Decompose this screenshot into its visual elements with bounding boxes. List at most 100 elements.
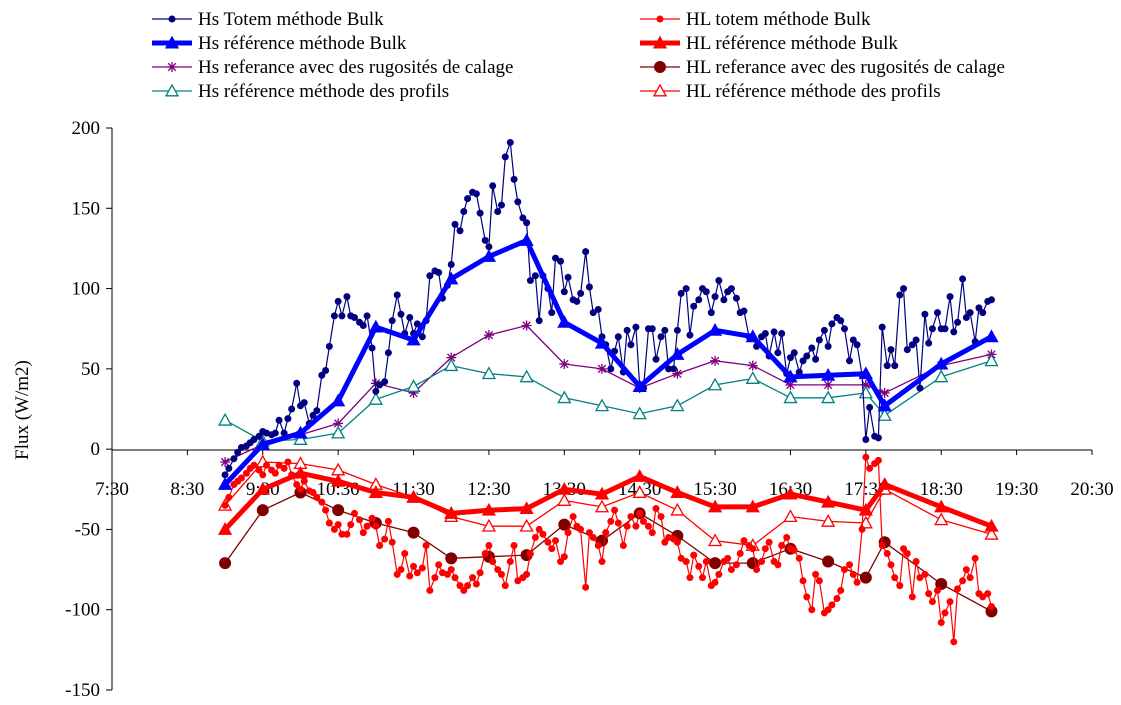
legend-item: HL référence méthode Bulk	[640, 33, 898, 54]
data-point	[937, 619, 945, 627]
legend-label: HL totem méthode Bulk	[686, 9, 871, 30]
data-point	[418, 564, 426, 572]
data-point	[614, 519, 622, 527]
data-point	[786, 354, 794, 362]
data-point	[849, 570, 857, 578]
data-point	[464, 195, 472, 203]
data-point	[168, 15, 176, 23]
data-point	[485, 243, 493, 251]
data-point	[824, 606, 832, 614]
data-point	[602, 529, 610, 537]
data-point	[451, 574, 459, 582]
data-point	[896, 582, 904, 590]
data-point	[230, 455, 238, 463]
data-point	[531, 533, 539, 541]
data-point	[460, 586, 468, 594]
data-point	[481, 502, 497, 516]
data-point	[259, 471, 267, 479]
data-point	[330, 525, 338, 533]
data-point	[469, 574, 477, 582]
data-point	[406, 313, 414, 321]
data-point	[443, 570, 451, 578]
data-point	[444, 358, 459, 372]
legend-item: Hs Totem méthode Bulk	[152, 9, 384, 30]
data-point	[824, 342, 832, 350]
data-point	[406, 332, 421, 346]
data-point	[803, 352, 811, 360]
data-point	[397, 566, 405, 574]
data-point	[464, 582, 472, 590]
data-point	[822, 555, 835, 568]
data-point	[552, 537, 560, 545]
data-point	[368, 392, 383, 405]
data-point	[564, 529, 572, 537]
data-point	[376, 381, 384, 389]
data-point	[632, 379, 647, 392]
data-point	[933, 586, 941, 594]
data-point	[934, 356, 949, 370]
data-point	[761, 330, 769, 338]
data-point	[900, 545, 908, 553]
data-point	[397, 310, 405, 318]
data-point	[481, 518, 497, 532]
data-point	[594, 486, 610, 500]
data-point	[820, 326, 828, 334]
y-tick-label: 50	[81, 359, 100, 380]
data-point	[954, 318, 962, 326]
data-point	[837, 317, 845, 325]
data-point	[557, 257, 565, 265]
data-point	[275, 461, 283, 469]
y-tick-label: -100	[65, 600, 100, 621]
data-point	[987, 603, 995, 611]
data-point	[858, 525, 866, 533]
data-point	[790, 546, 798, 554]
data-point	[447, 260, 455, 268]
data-point	[808, 344, 816, 352]
data-point	[732, 561, 740, 569]
x-tick-label: 19:30	[995, 479, 1038, 500]
legend: Hs Totem méthode Bulk Hs référence méthod…	[152, 9, 1005, 102]
data-point	[891, 362, 899, 370]
data-point	[494, 566, 502, 574]
data-point	[164, 83, 180, 97]
data-point	[514, 198, 522, 206]
data-point	[632, 522, 640, 530]
data-point	[481, 249, 497, 262]
data-point	[858, 385, 873, 399]
data-point	[711, 293, 719, 301]
data-point	[853, 341, 861, 349]
data-point	[388, 538, 396, 546]
data-point	[812, 570, 820, 578]
data-point	[263, 461, 271, 469]
data-point	[657, 513, 665, 521]
data-point	[456, 582, 464, 590]
data-point	[456, 227, 464, 235]
data-point	[585, 283, 593, 291]
data-point	[860, 379, 871, 390]
data-point	[413, 569, 421, 577]
data-point	[933, 309, 941, 317]
data-point	[481, 366, 497, 380]
data-point	[497, 570, 505, 578]
data-point	[242, 469, 250, 477]
data-point	[934, 512, 949, 526]
data-point	[309, 411, 317, 419]
data-point	[256, 504, 269, 517]
data-point	[217, 522, 233, 535]
data-point	[393, 291, 401, 299]
legend-item: Hs référence méthode des profils	[152, 81, 449, 102]
data-point	[381, 535, 389, 543]
data-point	[724, 554, 732, 562]
data-point	[255, 432, 263, 440]
data-point	[372, 387, 380, 395]
x-tick-label: 8:30	[170, 479, 204, 500]
data-point	[388, 317, 396, 325]
data-point	[670, 365, 678, 373]
data-point	[670, 398, 685, 412]
data-point	[573, 297, 581, 305]
series-line	[224, 456, 993, 643]
data-point	[557, 314, 572, 328]
legend-item: HL totem méthode Bulk	[640, 9, 871, 30]
data-point	[418, 333, 426, 341]
